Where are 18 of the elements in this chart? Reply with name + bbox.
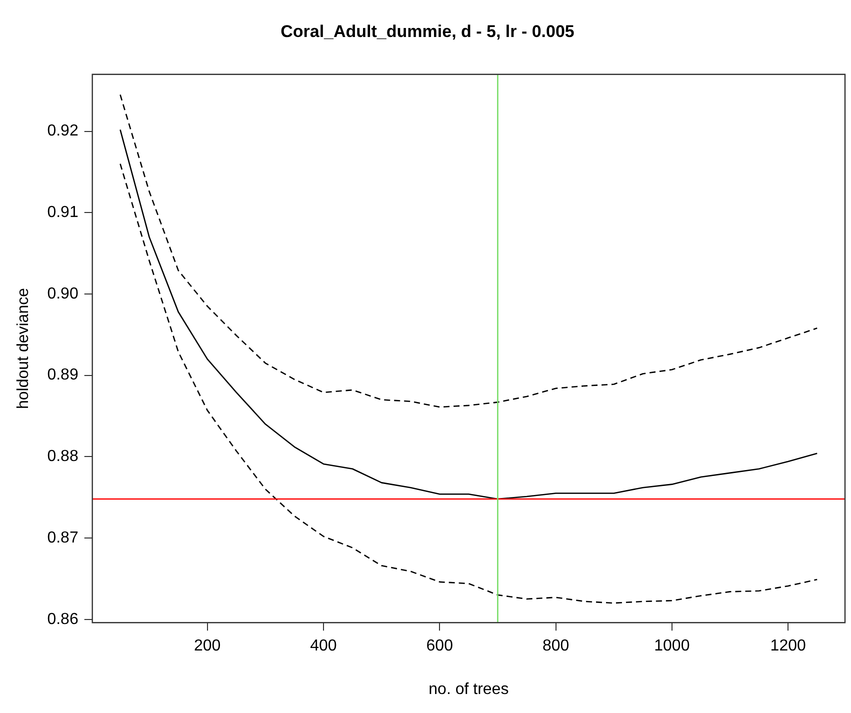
- line-series: [120, 94, 818, 408]
- x-tick-label: 1000: [654, 638, 690, 655]
- y-tick-label: 0.87: [47, 529, 78, 546]
- x-axis-title: no. of trees: [428, 680, 509, 698]
- y-tick-label: 0.86: [47, 610, 78, 628]
- y-tick-label: 0.89: [47, 366, 78, 384]
- line-series: [120, 163, 818, 604]
- x-tick-label: 800: [542, 638, 570, 655]
- y-tick-label: 0.91: [47, 204, 78, 222]
- y-axis-title: holdout deviance: [15, 288, 32, 409]
- x-tick-label: 200: [194, 638, 221, 655]
- chart-title: Coral_Adult_dummie, d - 5, lr - 0.005: [280, 22, 574, 41]
- x-tick-label: 400: [310, 638, 337, 655]
- x-tick-label: 600: [426, 638, 454, 655]
- y-tick-label: 0.88: [47, 448, 78, 466]
- y-tick-label: 0.92: [47, 122, 78, 140]
- y-tick-label: 0.90: [47, 285, 78, 302]
- x-tick-label: 1200: [770, 638, 806, 655]
